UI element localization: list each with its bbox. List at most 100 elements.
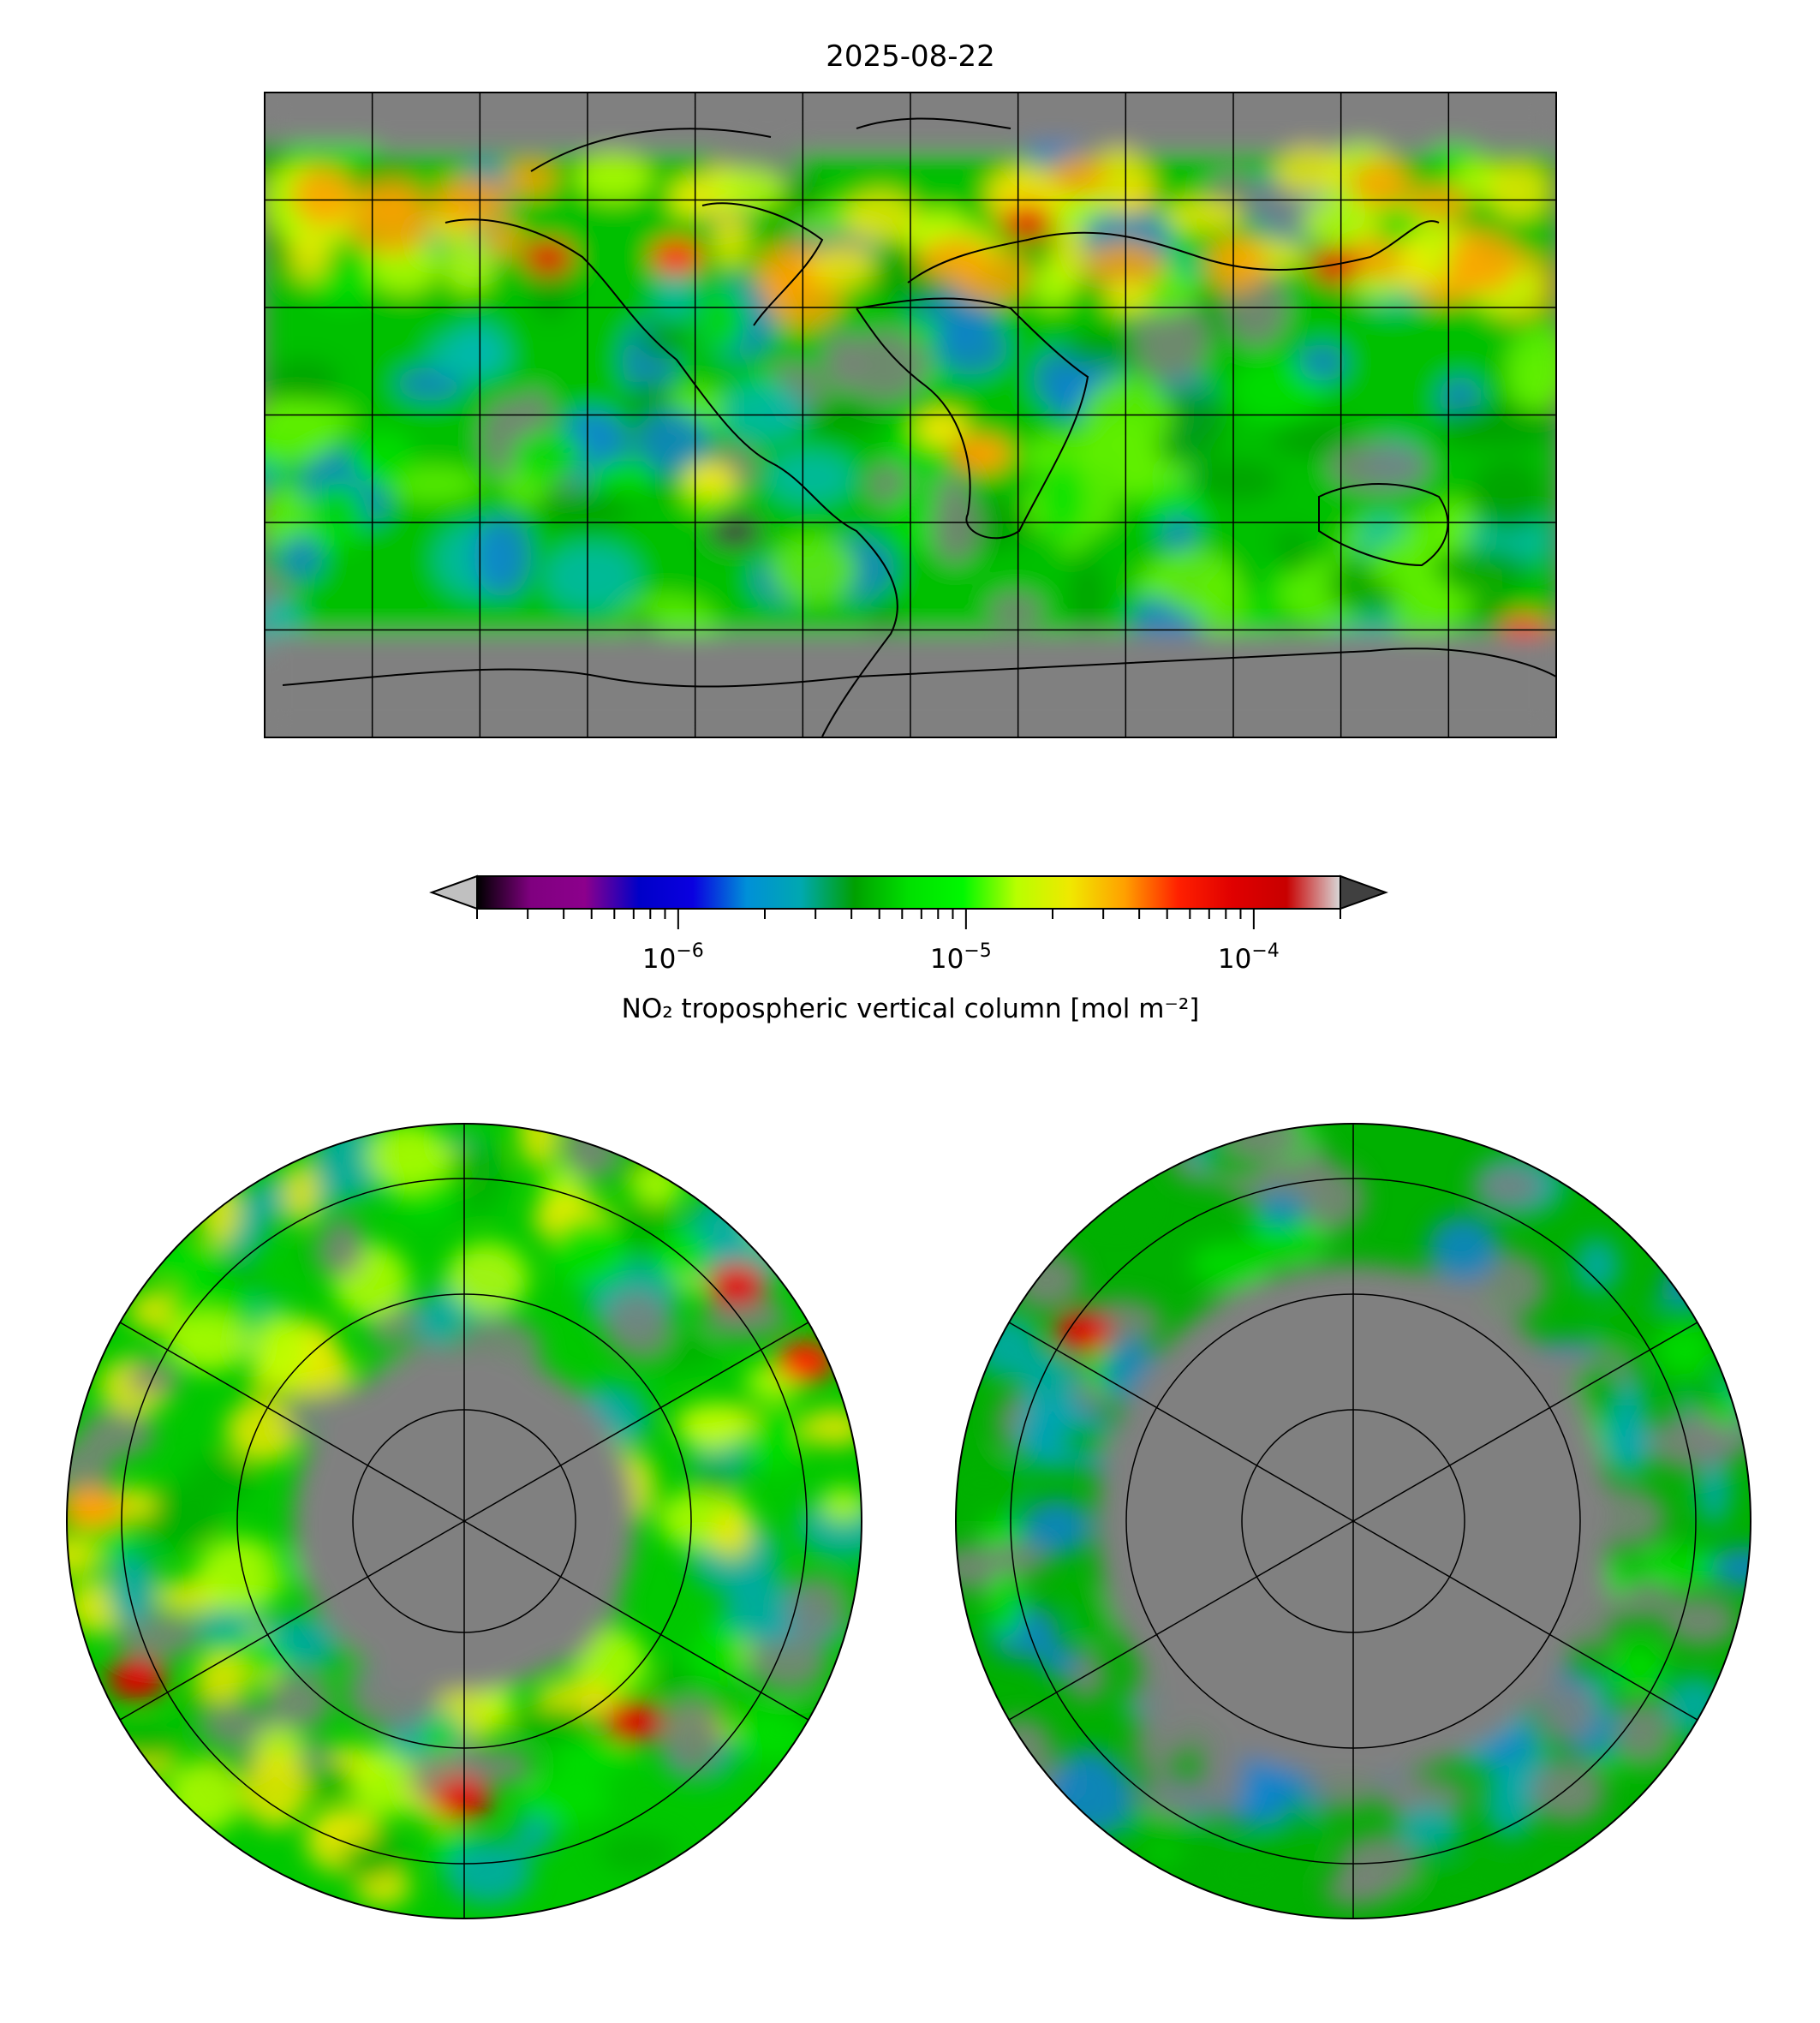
data-patch bbox=[474, 515, 532, 598]
data-patch bbox=[289, 231, 328, 283]
data-patch bbox=[1046, 1758, 1137, 1835]
data-patch bbox=[710, 1507, 755, 1561]
map-frame bbox=[955, 1123, 1751, 1919]
data-patch bbox=[1205, 236, 1266, 294]
data-patch bbox=[267, 1673, 332, 1730]
data-patch bbox=[1041, 462, 1086, 540]
data-patch bbox=[307, 481, 367, 550]
hotspot bbox=[107, 1657, 167, 1700]
data-patch bbox=[1710, 1546, 1751, 1590]
colorbar-label: NO₂ tropospheric vertical column [mol m⁻… bbox=[622, 994, 1200, 1024]
data-patch bbox=[1611, 1422, 1650, 1477]
data-patch bbox=[1189, 1242, 1273, 1286]
data-patch bbox=[446, 1241, 529, 1315]
data-patch bbox=[280, 534, 323, 581]
data-patch bbox=[1060, 1423, 1113, 1460]
data-patch bbox=[110, 1722, 181, 1762]
data-patch bbox=[1429, 547, 1530, 595]
data-patch bbox=[1069, 558, 1106, 636]
graticule bbox=[1004, 1124, 1703, 1919]
colorbar-bar bbox=[476, 875, 1341, 910]
meridian bbox=[115, 1520, 465, 1723]
data-patch bbox=[1020, 1498, 1093, 1557]
hotspot bbox=[1002, 206, 1053, 240]
data-patch bbox=[1256, 1191, 1306, 1227]
data-patch bbox=[803, 399, 883, 439]
data-patch bbox=[845, 190, 917, 243]
data-patch bbox=[148, 1242, 228, 1280]
data-patch bbox=[1572, 1363, 1623, 1419]
data-patch bbox=[1050, 154, 1107, 197]
data-patch bbox=[242, 1754, 308, 1829]
data-patch bbox=[720, 382, 807, 442]
data-patch bbox=[1530, 1759, 1606, 1823]
data-patch bbox=[819, 1486, 862, 1524]
north-polar-map bbox=[66, 1123, 862, 1919]
data-patch bbox=[1573, 1237, 1620, 1294]
data-patch bbox=[1396, 238, 1431, 292]
data-patch bbox=[1233, 1756, 1296, 1824]
data-patch bbox=[1020, 433, 1111, 480]
hotspot bbox=[651, 240, 702, 274]
data-patch bbox=[748, 1638, 828, 1692]
graticule bbox=[265, 92, 1556, 737]
south-polar-map bbox=[955, 1123, 1751, 1919]
data-patch bbox=[678, 1403, 747, 1452]
data-patch bbox=[698, 287, 747, 352]
colorbar: 10−6 10−5 10−4 NO₂ tropospheric vertical c… bbox=[429, 874, 1388, 1024]
data-patch bbox=[563, 1124, 617, 1179]
data-patch bbox=[1655, 1323, 1716, 1377]
data-patch bbox=[1088, 147, 1151, 216]
data-patch bbox=[749, 1405, 806, 1472]
data-patch bbox=[553, 1739, 635, 1775]
data-patch bbox=[184, 1454, 254, 1506]
data-patch bbox=[654, 267, 695, 319]
data-patch bbox=[266, 359, 340, 401]
graticule bbox=[115, 1124, 814, 1919]
data-patch bbox=[797, 1495, 862, 1559]
data-patch bbox=[1391, 570, 1458, 645]
data-patch bbox=[659, 1698, 721, 1773]
data-patch bbox=[1202, 1838, 1291, 1907]
meridian bbox=[463, 1319, 814, 1522]
data-patch bbox=[1615, 1700, 1668, 1763]
data-patch bbox=[713, 212, 749, 268]
data-patch bbox=[1696, 1452, 1732, 1526]
data-patch bbox=[444, 1839, 533, 1905]
hotspot bbox=[604, 1700, 664, 1743]
data-patch bbox=[1018, 1349, 1078, 1422]
data-patch bbox=[1446, 230, 1519, 295]
data-patch bbox=[517, 1124, 561, 1168]
data-patch bbox=[1427, 1214, 1500, 1280]
data-patch bbox=[769, 534, 858, 605]
data-patch bbox=[1199, 1745, 1245, 1817]
data-patch bbox=[503, 160, 558, 197]
data-patch bbox=[265, 401, 357, 437]
data-patch bbox=[1032, 258, 1074, 309]
data-patch bbox=[549, 1216, 630, 1286]
hotspot bbox=[522, 240, 574, 274]
map-frame bbox=[66, 1123, 862, 1919]
colorbar-tick-label: 10−4 bbox=[1218, 940, 1280, 975]
data-patch bbox=[427, 331, 510, 380]
data-patch bbox=[1134, 486, 1210, 526]
data-patch bbox=[1274, 146, 1346, 196]
data-patch bbox=[1105, 279, 1150, 315]
data-patch bbox=[1086, 242, 1164, 290]
data-patch bbox=[587, 461, 653, 496]
data-patch bbox=[1063, 330, 1142, 367]
data-patch bbox=[1349, 159, 1412, 209]
data-patch bbox=[987, 1568, 1023, 1639]
data-patch bbox=[281, 1162, 321, 1224]
data-patch bbox=[431, 176, 510, 226]
colorbar-under-extension bbox=[429, 874, 478, 910]
data-patch bbox=[290, 164, 355, 225]
data-patch bbox=[1125, 1814, 1218, 1852]
data-patch bbox=[600, 1834, 677, 1872]
hotspot bbox=[959, 437, 1011, 471]
data-patch bbox=[1328, 442, 1430, 492]
data-patch bbox=[1161, 513, 1196, 554]
data-patch bbox=[79, 1410, 155, 1459]
data-patch bbox=[1131, 300, 1208, 381]
